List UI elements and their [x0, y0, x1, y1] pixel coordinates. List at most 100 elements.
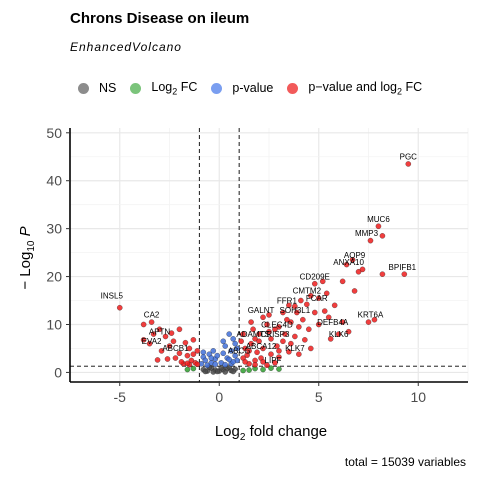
- point-log2fc: [268, 365, 274, 371]
- point-both: [379, 271, 386, 277]
- point-ns: [222, 369, 228, 375]
- point-both: [339, 319, 346, 325]
- point-both: [288, 319, 294, 325]
- point-pvalue: [220, 350, 226, 356]
- point-both: [312, 281, 318, 287]
- point-both: [252, 336, 258, 342]
- point-pvalue: [200, 349, 207, 356]
- point-both: [186, 345, 193, 352]
- legend-dot-log2fc: [130, 82, 142, 94]
- point-log2fc: [246, 367, 252, 373]
- gene-label: MMP3: [355, 229, 379, 238]
- point-both: [306, 326, 312, 333]
- point-both: [154, 357, 161, 363]
- point-both: [250, 326, 256, 333]
- gene-label: INSL5: [101, 292, 124, 301]
- point-log2fc: [276, 366, 282, 372]
- y-tick-label: 10: [46, 316, 62, 332]
- point-pvalue: [234, 345, 240, 352]
- plot-axes: -5 0 5 10 0 10 20 30 40 50: [46, 125, 468, 405]
- point-both: [194, 361, 201, 368]
- point-ns: [210, 369, 217, 375]
- point-pvalue: [226, 356, 232, 363]
- point-both: [238, 338, 244, 345]
- point-both: [274, 343, 280, 349]
- point-pvalue: [202, 357, 209, 364]
- point-both: [308, 345, 314, 352]
- point-both: [343, 261, 350, 268]
- point-both: [355, 269, 362, 275]
- point-both: [327, 336, 334, 342]
- legend-dot-pvalue: [211, 82, 223, 94]
- point-both: [325, 314, 332, 321]
- point-pvalue: [232, 340, 238, 347]
- point-both: [256, 338, 262, 345]
- point-both: [268, 351, 274, 357]
- gene-label: KLK7: [285, 344, 305, 353]
- gene-label: MUC6: [367, 215, 390, 224]
- gene-label: BPIFB1: [389, 263, 417, 272]
- point-both: [284, 316, 290, 323]
- point-both: [166, 343, 173, 349]
- x-axis-title: Log2 fold change: [215, 423, 327, 443]
- point-both: [276, 324, 282, 330]
- gene-label: CD209E: [300, 272, 330, 281]
- gene-label: FCAR: [306, 294, 328, 303]
- y-tick-label: 20: [46, 269, 62, 285]
- plot-points: [117, 161, 412, 375]
- point-both: [266, 312, 272, 318]
- point-both: [331, 302, 338, 309]
- gene-label: CMTM2: [293, 287, 322, 296]
- point-both: [276, 354, 282, 360]
- plot-grid: [69, 128, 469, 382]
- point-both: [272, 326, 278, 333]
- y-tick-label: 0: [54, 364, 62, 380]
- point-pvalue: [222, 343, 228, 349]
- point-both: [288, 340, 294, 347]
- point-pvalue: [232, 352, 238, 359]
- point-pvalue: [226, 331, 232, 337]
- point-both: [252, 361, 258, 368]
- point-both: [321, 308, 328, 314]
- point-pvalue: [208, 355, 215, 361]
- point-both: [294, 309, 300, 316]
- point-both: [304, 301, 310, 308]
- point-pvalue: [214, 352, 221, 359]
- y-tick-label: 50: [46, 125, 62, 141]
- x-tick-label: 5: [315, 389, 323, 405]
- point-both: [272, 360, 278, 366]
- point-both: [379, 233, 386, 239]
- point-both: [140, 321, 147, 328]
- point-both: [371, 316, 378, 323]
- point-both: [266, 328, 272, 335]
- point-both: [298, 297, 304, 304]
- x-tick-label: -5: [114, 389, 127, 405]
- gene-label: APTN: [149, 327, 171, 336]
- gene-label: GALNT: [248, 306, 275, 315]
- point-both: [176, 326, 183, 333]
- point-both: [150, 331, 157, 337]
- gene-label: KRT6A: [358, 311, 384, 320]
- point-log2fc: [240, 367, 246, 374]
- point-both: [242, 345, 248, 352]
- point-both: [359, 266, 366, 273]
- point-both: [172, 355, 179, 361]
- point-both: [365, 319, 372, 325]
- point-both: [148, 319, 155, 325]
- gene-label: ADAMTS: [236, 330, 269, 339]
- legend-item-pvalue: p-value: [211, 81, 273, 95]
- gene-label: DEFB4A: [317, 318, 349, 327]
- point-both: [264, 362, 270, 368]
- point-both: [264, 321, 270, 328]
- legend-item-log2fc: Log2 FC: [130, 80, 197, 97]
- y-tick-label: 40: [46, 173, 62, 189]
- gene-label: AQP9: [344, 251, 366, 260]
- point-both: [246, 348, 252, 354]
- point-both: [280, 309, 286, 316]
- point-both: [156, 326, 163, 333]
- point-both: [286, 349, 292, 355]
- point-both: [312, 309, 318, 316]
- legend-dot-both: [287, 82, 299, 94]
